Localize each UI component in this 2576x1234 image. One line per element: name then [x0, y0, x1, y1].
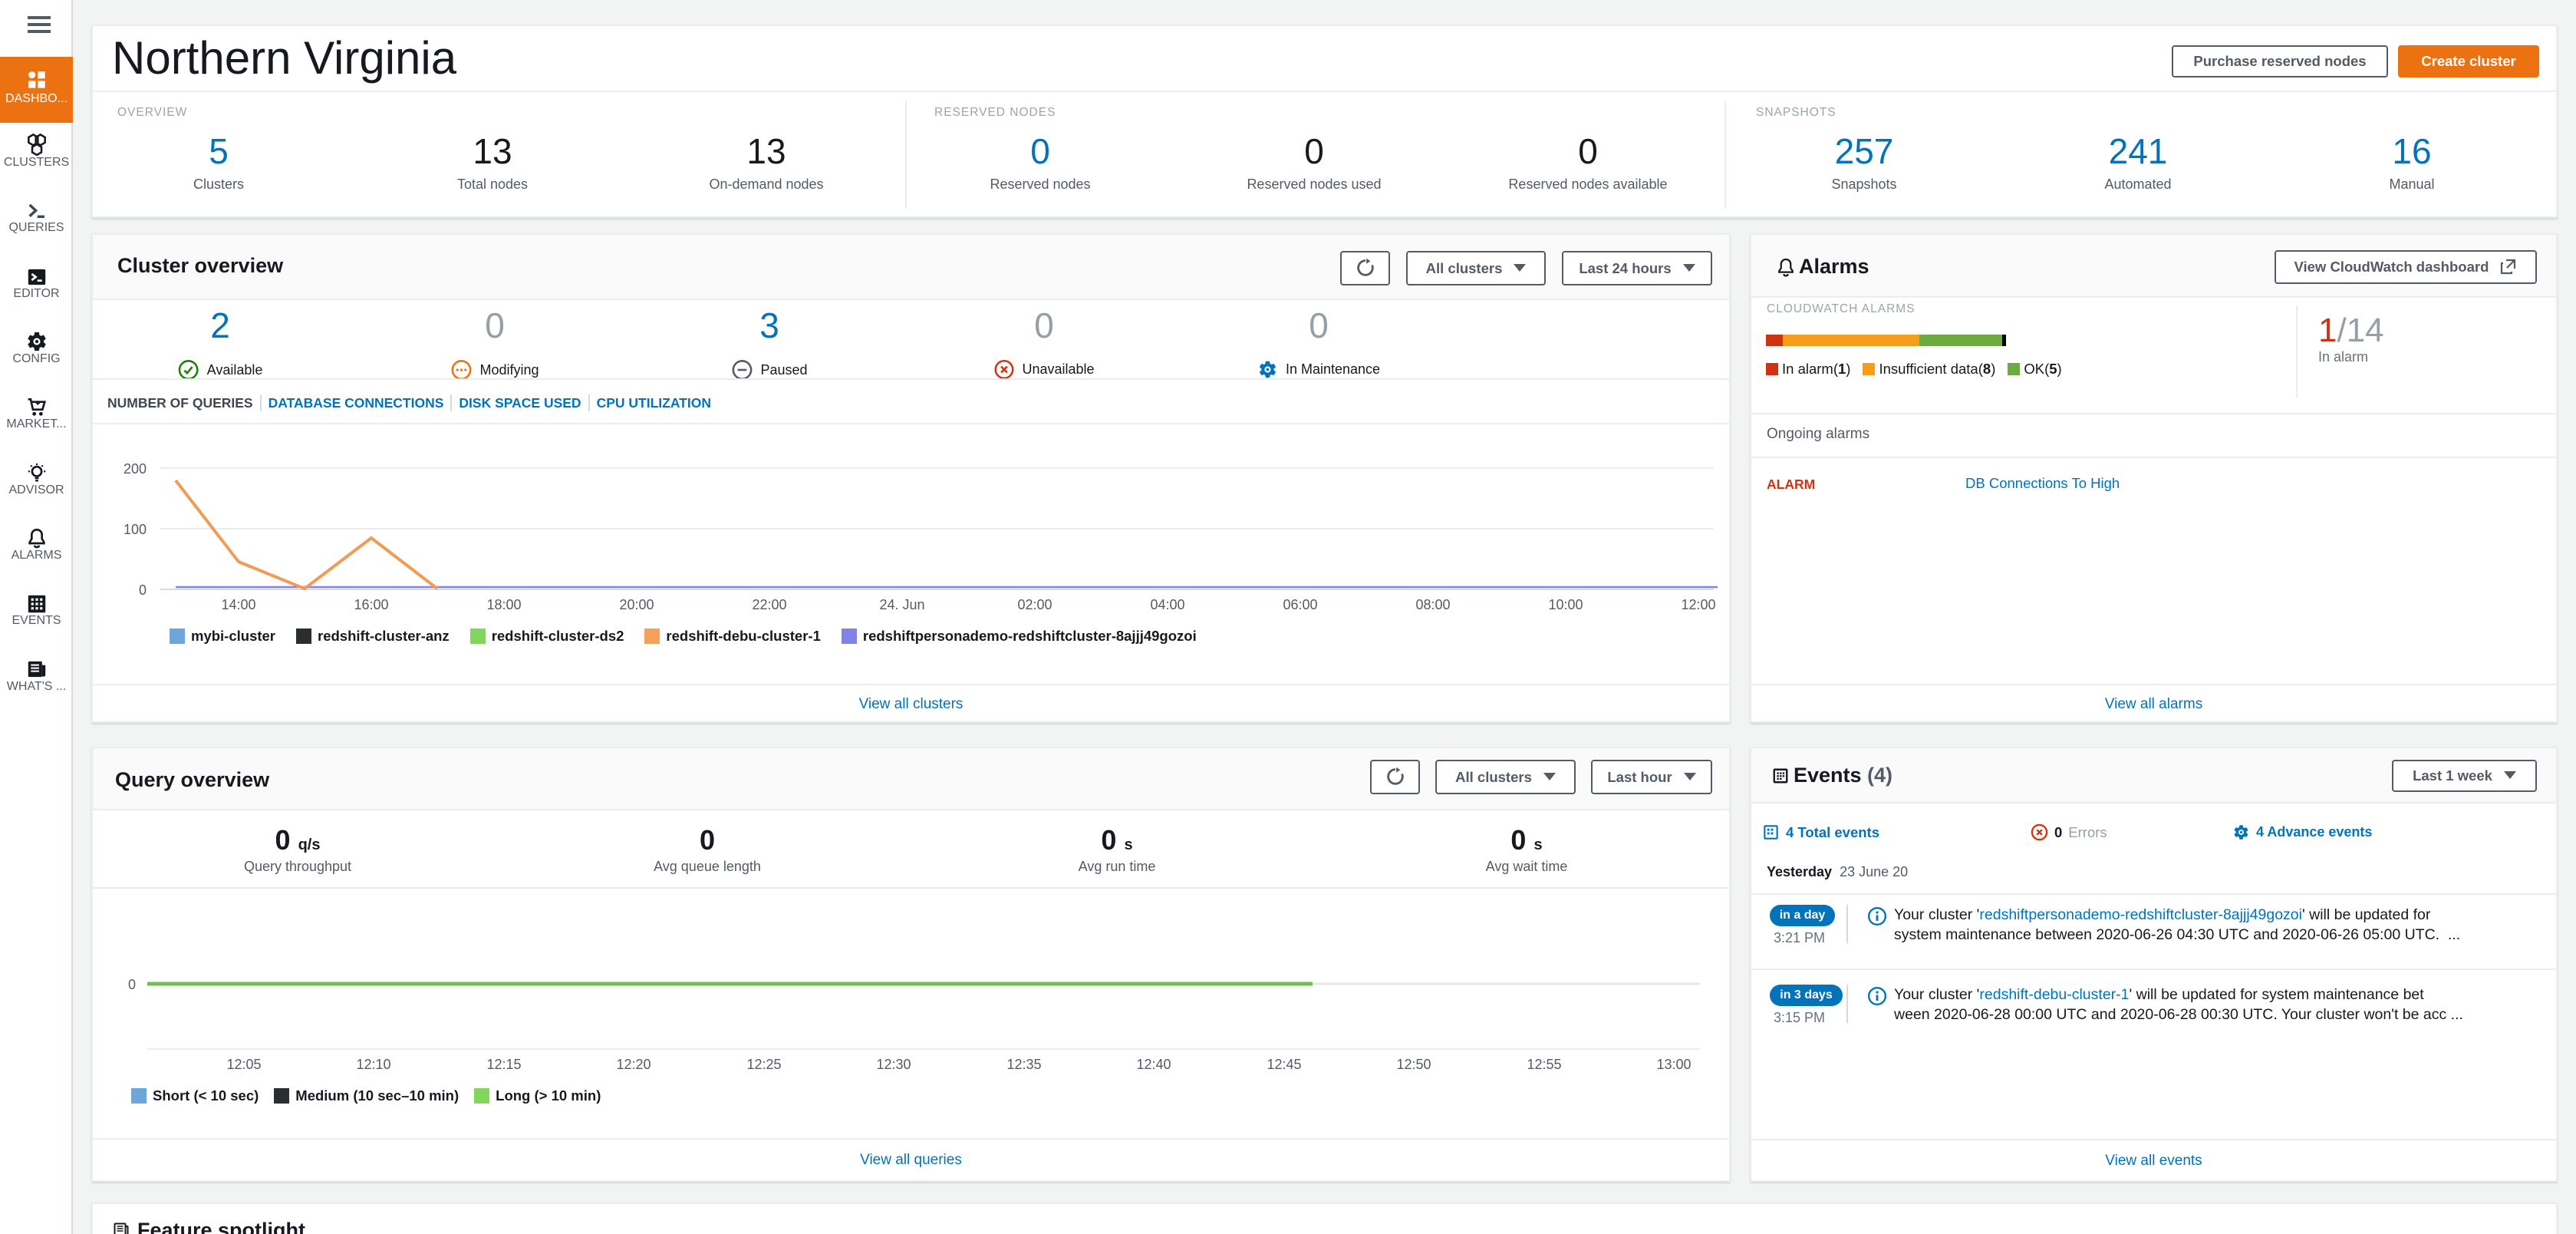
svg-text:24. Jun: 24. Jun — [879, 597, 924, 612]
svg-text:0: 0 — [139, 582, 147, 598]
svg-text:12:40: 12:40 — [1136, 1057, 1171, 1072]
svg-text:12:50: 12:50 — [1396, 1057, 1431, 1072]
svg-text:22:00: 22:00 — [752, 597, 786, 612]
svg-text:12:55: 12:55 — [1527, 1057, 1561, 1072]
svg-text:12:15: 12:15 — [486, 1057, 521, 1072]
svg-text:0: 0 — [128, 977, 136, 992]
svg-text:04:00: 04:00 — [1150, 597, 1184, 612]
svg-text:02:00: 02:00 — [1017, 597, 1052, 612]
svg-text:12:10: 12:10 — [356, 1057, 390, 1072]
svg-text:20:00: 20:00 — [619, 597, 654, 612]
svg-text:13:00: 13:00 — [1656, 1057, 1691, 1072]
svg-text:12:20: 12:20 — [616, 1057, 651, 1072]
svg-text:16:00: 16:00 — [354, 597, 388, 612]
svg-text:12:45: 12:45 — [1267, 1057, 1301, 1072]
svg-text:100: 100 — [124, 522, 147, 537]
svg-text:12:25: 12:25 — [746, 1057, 781, 1072]
svg-text:14:00: 14:00 — [221, 597, 255, 612]
svg-text:08:00: 08:00 — [1415, 597, 1450, 612]
svg-text:06:00: 06:00 — [1283, 597, 1317, 612]
svg-text:10:00: 10:00 — [1548, 597, 1583, 612]
svg-text:12:05: 12:05 — [226, 1057, 261, 1072]
svg-text:200: 200 — [124, 461, 147, 477]
svg-text:12:35: 12:35 — [1006, 1057, 1041, 1072]
svg-text:12:30: 12:30 — [876, 1057, 911, 1072]
svg-text:18:00: 18:00 — [486, 597, 521, 612]
svg-text:12:00: 12:00 — [1681, 597, 1715, 612]
